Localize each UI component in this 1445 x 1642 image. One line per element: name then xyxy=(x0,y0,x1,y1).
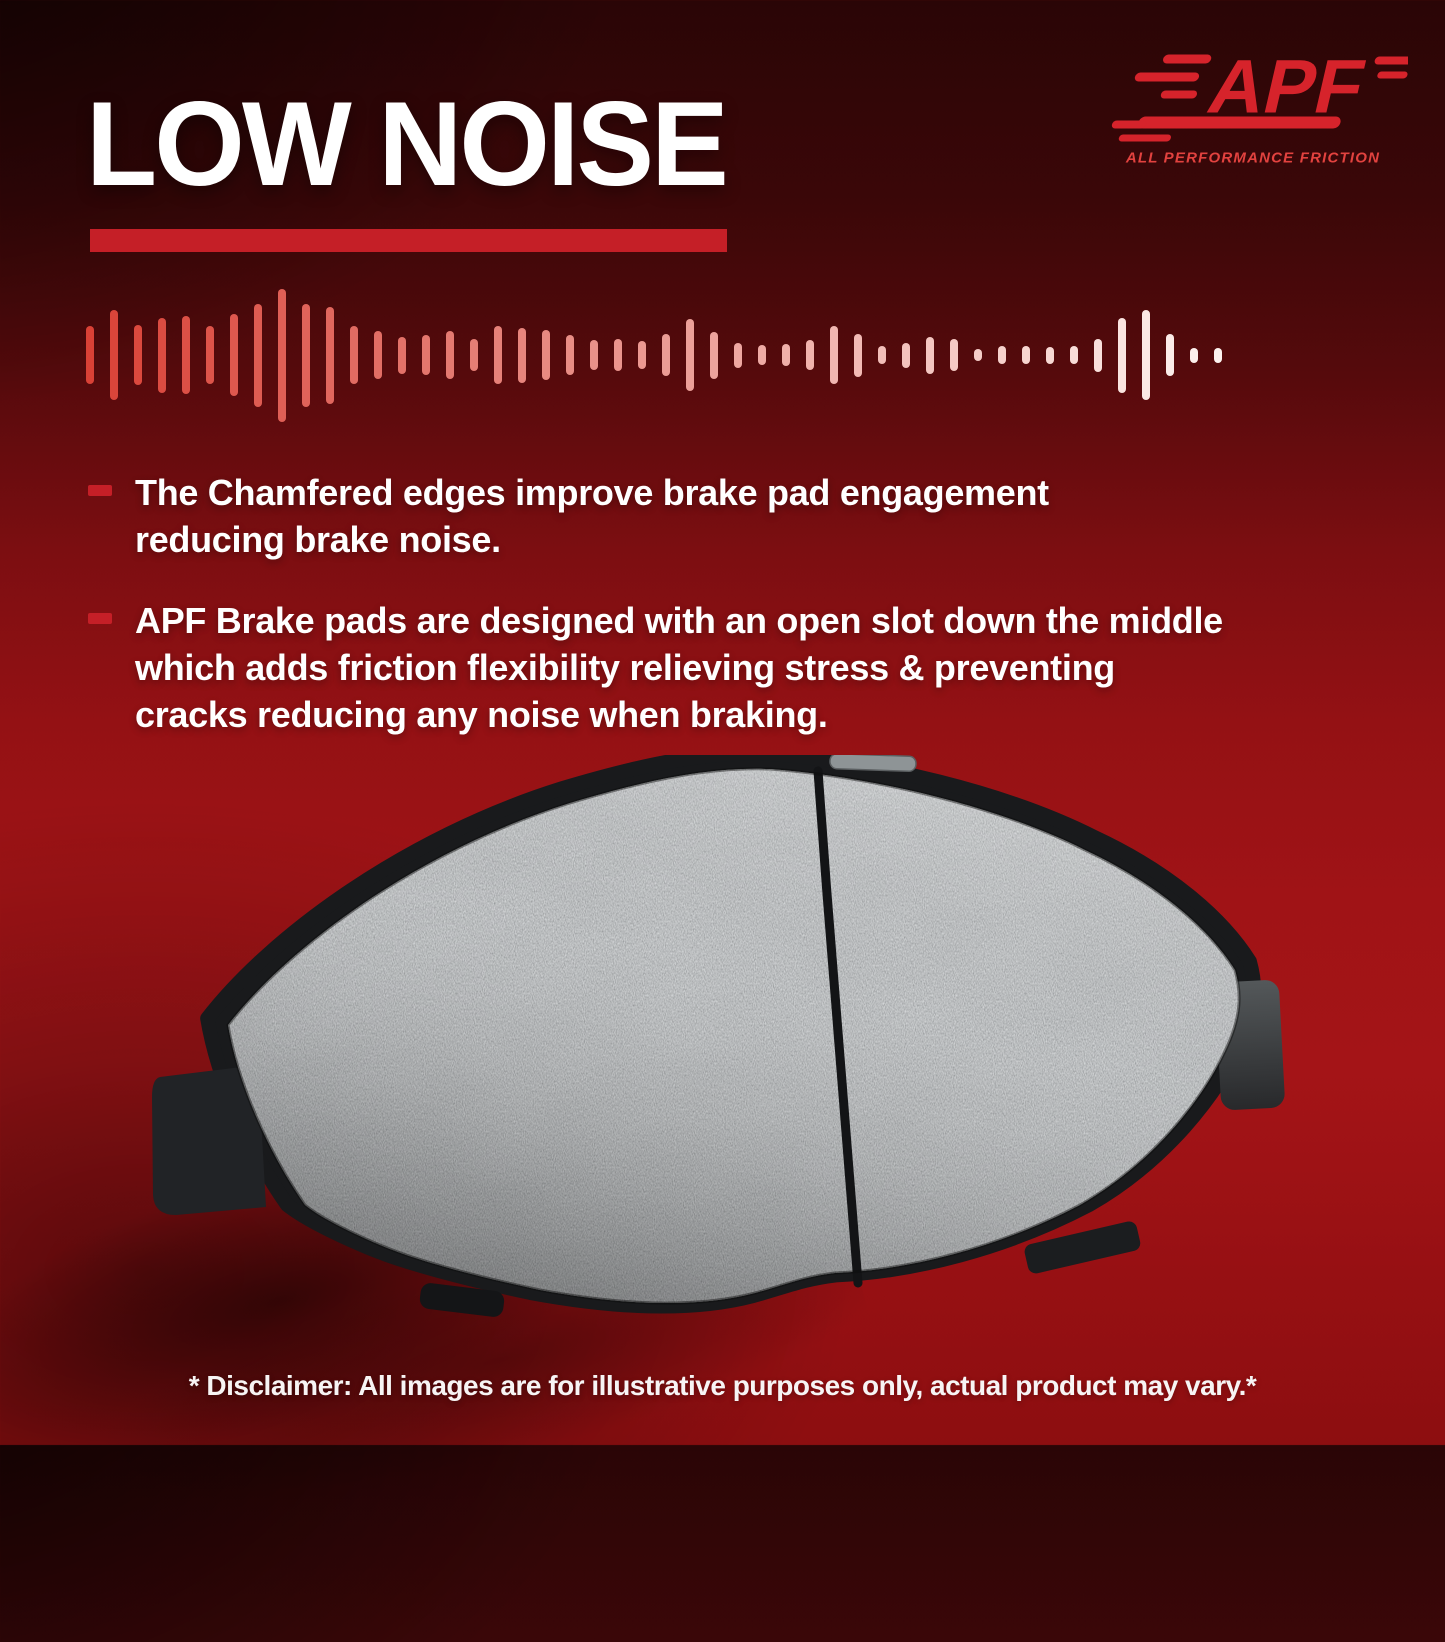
wave-bar xyxy=(374,331,382,379)
wave-bar xyxy=(518,327,526,383)
wave-bar xyxy=(734,342,742,368)
top-clip xyxy=(829,755,917,773)
bottom-foot xyxy=(419,1283,505,1317)
wave-bar xyxy=(446,331,454,379)
wave-bar xyxy=(1142,310,1150,400)
feature-item-chamfered-edges: The Chamfered edges improve brake pad en… xyxy=(88,469,1378,563)
wave-bar xyxy=(566,335,574,375)
wave-bar xyxy=(254,303,262,407)
wave-bar xyxy=(974,349,982,361)
wave-bar xyxy=(950,339,958,371)
wave-bar xyxy=(782,344,790,366)
wave-bar xyxy=(878,346,886,364)
brake-pad-image xyxy=(152,755,1285,1317)
wave-bar xyxy=(590,340,598,370)
bullet-dash-icon xyxy=(88,613,112,624)
title-underline xyxy=(90,229,727,252)
wave-bar xyxy=(662,334,670,376)
page-title: LOW NOISE xyxy=(86,77,729,211)
wave-bar xyxy=(1190,347,1198,363)
wave-bar xyxy=(902,342,910,368)
wave-bar xyxy=(542,330,550,380)
left-mounting-tab xyxy=(152,1065,266,1215)
wave-bar xyxy=(854,333,862,377)
wave-bar xyxy=(1070,346,1078,364)
wave-bar xyxy=(806,340,814,370)
wave-bar xyxy=(758,345,766,365)
wave-bar xyxy=(398,336,406,374)
wave-bar xyxy=(302,303,310,407)
feature-list: The Chamfered edges improve brake pad en… xyxy=(88,469,1378,772)
feature-text: The Chamfered edges improve brake pad en… xyxy=(135,472,1049,560)
wave-bar xyxy=(470,339,478,371)
sound-wave-visualization xyxy=(86,285,1238,425)
wave-bar xyxy=(1118,317,1126,393)
wave-bar xyxy=(1046,346,1054,364)
bottom-clip xyxy=(1024,1221,1141,1274)
feature-text: APF Brake pads are designed with an open… xyxy=(135,600,1223,735)
wave-bar xyxy=(614,339,622,371)
wave-bar xyxy=(1094,338,1102,372)
disclaimer-text: * Disclaimer: All images are for illustr… xyxy=(188,1370,1257,1401)
wave-bar xyxy=(998,346,1006,364)
bullet-dash-icon xyxy=(88,485,112,496)
wave-bar xyxy=(230,314,238,396)
wave-bar xyxy=(182,316,190,394)
wave-bar xyxy=(206,326,214,384)
wave-bar xyxy=(1166,334,1174,376)
feature-item-open-slot: APF Brake pads are designed with an open… xyxy=(88,597,1378,738)
wave-bar xyxy=(110,310,118,400)
wave-bar xyxy=(134,325,142,385)
wave-bar xyxy=(278,288,286,422)
wave-bar xyxy=(326,306,334,404)
wave-bar xyxy=(86,326,94,384)
logo-tagline: ALL PERFORMANCE FRICTION xyxy=(1125,150,1380,167)
wave-bar xyxy=(638,341,646,369)
wave-bar xyxy=(1214,347,1222,363)
wave-bar xyxy=(494,326,502,384)
wave-bar xyxy=(686,319,694,391)
wave-bar xyxy=(350,326,358,384)
wave-bar xyxy=(710,331,718,379)
logo-speed-lines xyxy=(1111,54,1408,142)
wave-bar xyxy=(1022,346,1030,364)
wave-bar xyxy=(830,326,838,384)
apf-logo: APF ALL PERFORMANCE FRICTION xyxy=(1111,46,1408,167)
wave-bar xyxy=(926,336,934,374)
center-slot xyxy=(813,766,863,1288)
wave-bar xyxy=(158,317,166,393)
wave-bar xyxy=(422,335,430,375)
logo-letters: APF xyxy=(1201,46,1373,129)
